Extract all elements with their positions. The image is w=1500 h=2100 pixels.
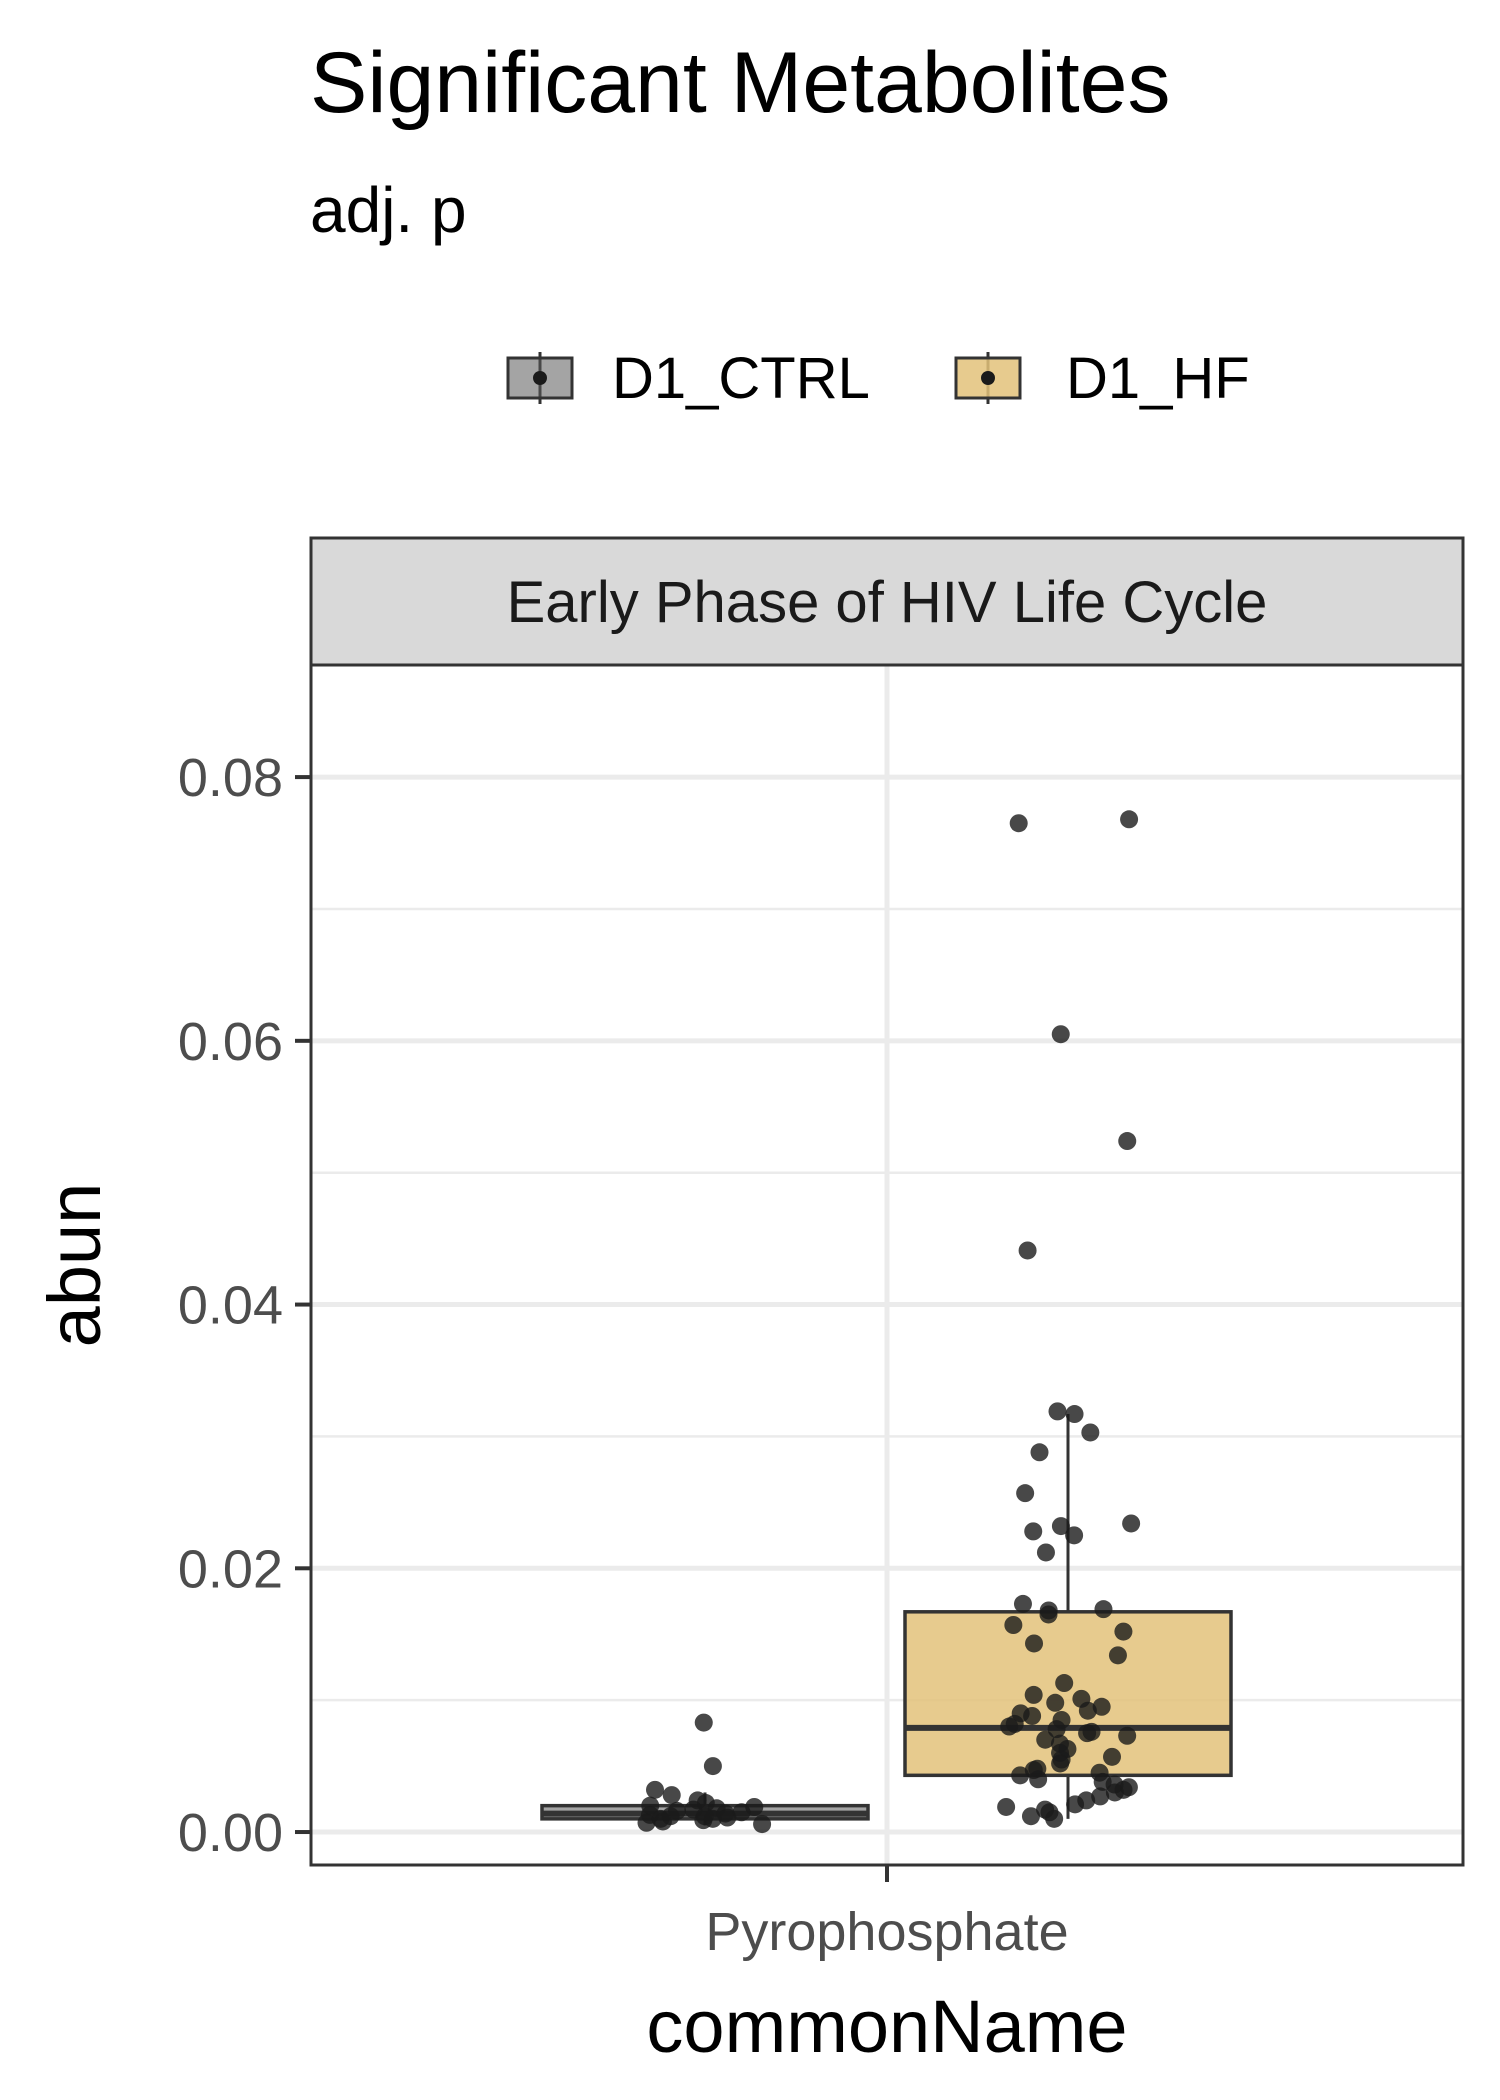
data-point-d1-ctrl xyxy=(646,1780,665,1799)
data-point-d1-hf xyxy=(1078,1701,1097,1720)
data-point-d1-hf xyxy=(1009,814,1028,833)
data-point-d1-ctrl xyxy=(637,1813,656,1832)
data-point-d1-hf xyxy=(1122,1514,1141,1533)
data-point-d1-hf xyxy=(1094,1600,1113,1619)
data-point-d1-hf xyxy=(1023,1706,1042,1725)
data-point-d1-hf xyxy=(1039,1605,1058,1624)
data-point-d1-hf xyxy=(1046,1693,1065,1712)
y-tick-label: 0.06 xyxy=(178,1012,283,1072)
data-point-d1-hf xyxy=(1013,1594,1032,1613)
y-tick-label: 0.08 xyxy=(178,748,283,808)
y-axis-title: abun xyxy=(33,1183,116,1348)
x-axis-title: commonName xyxy=(646,1985,1127,2068)
legend-key-ctrl-dot xyxy=(533,371,547,385)
data-point-d1-ctrl xyxy=(653,1812,672,1831)
data-point-d1-hf xyxy=(1065,1405,1084,1424)
data-point-d1-hf xyxy=(1114,1622,1133,1641)
data-point-d1-hf xyxy=(1081,1423,1100,1442)
data-point-d1-hf xyxy=(1120,810,1139,829)
data-point-d1-hf xyxy=(1092,1697,1111,1716)
y-tick-label: 0.04 xyxy=(178,1276,283,1336)
y-tick-label: 0.02 xyxy=(178,1539,283,1599)
chart-subtitle: adj. p xyxy=(310,174,467,246)
x-tick-label: Pyrophosphate xyxy=(705,1902,1068,1962)
data-point-d1-ctrl xyxy=(694,1713,713,1732)
chart-title: Significant Metabolites xyxy=(310,35,1170,131)
data-point-d1-hf xyxy=(1036,1730,1055,1749)
data-point-d1-hf xyxy=(1051,1025,1070,1044)
facet-strip-label: Early Phase of HIV Life Cycle xyxy=(507,570,1268,635)
data-point-d1-hf xyxy=(1066,1795,1085,1814)
data-point-d1-hf xyxy=(1118,1726,1137,1745)
gridlines xyxy=(311,665,1463,1865)
data-point-d1-hf xyxy=(1036,1543,1055,1562)
legend-label-ctrl: D1_CTRL xyxy=(612,346,870,411)
data-point-d1-hf xyxy=(1016,1484,1035,1503)
data-point-d1-hf xyxy=(1078,1724,1097,1743)
data-point-d1-ctrl xyxy=(662,1786,681,1805)
data-point-d1-hf xyxy=(1051,1517,1070,1536)
data-point-d1-hf xyxy=(1029,1770,1048,1789)
legend-label-hf: D1_HF xyxy=(1066,346,1250,411)
legend-item-hf: D1_HF xyxy=(954,346,1250,411)
facet-strip xyxy=(309,536,1465,667)
data-point-d1-hf xyxy=(1021,1807,1040,1826)
data-point-d1-hf xyxy=(1011,1766,1030,1785)
x-axis: Pyrophosphate xyxy=(705,1865,1069,1962)
y-axis: 0.00 0.02 0.04 0.06 0.08 xyxy=(178,748,311,1863)
data-point-d1-ctrl xyxy=(732,1803,751,1822)
data-point-d1-ctrl xyxy=(694,1811,713,1830)
data-point-d1-hf xyxy=(1047,1720,1066,1739)
data-point-d1-hf xyxy=(1055,1674,1074,1693)
data-point-d1-hf xyxy=(1000,1717,1019,1736)
data-point-d1-hf xyxy=(1004,1616,1023,1634)
legend-key-hf-dot xyxy=(981,371,995,385)
data-points xyxy=(637,810,1141,1834)
data-point-d1-hf xyxy=(1030,1443,1049,1462)
data-point-d1-hf xyxy=(1048,1402,1067,1421)
legend: D1_CTRL D1_HF xyxy=(506,346,1250,411)
data-point-d1-hf xyxy=(1024,1685,1043,1704)
data-point-d1-hf xyxy=(1024,1522,1043,1541)
data-point-d1-hf xyxy=(1108,1646,1127,1665)
data-point-d1-hf xyxy=(1065,1526,1084,1545)
data-point-d1-hf xyxy=(1045,1809,1064,1828)
data-point-d1-ctrl xyxy=(753,1815,772,1834)
y-tick-label: 0.00 xyxy=(178,1803,283,1863)
data-point-d1-hf xyxy=(1105,1783,1124,1802)
data-point-d1-hf xyxy=(1091,1787,1110,1806)
data-point-d1-hf xyxy=(1018,1241,1037,1260)
plot-area xyxy=(309,663,1465,1867)
data-point-d1-hf xyxy=(1025,1634,1044,1653)
data-point-d1-ctrl xyxy=(703,1757,722,1776)
legend-item-ctrl: D1_CTRL xyxy=(506,346,870,411)
data-point-d1-ctrl xyxy=(718,1808,737,1827)
data-point-d1-hf xyxy=(1051,1754,1070,1773)
data-point-d1-hf xyxy=(1118,1132,1137,1151)
data-point-d1-hf xyxy=(1102,1747,1121,1766)
data-point-d1-hf xyxy=(997,1797,1016,1816)
